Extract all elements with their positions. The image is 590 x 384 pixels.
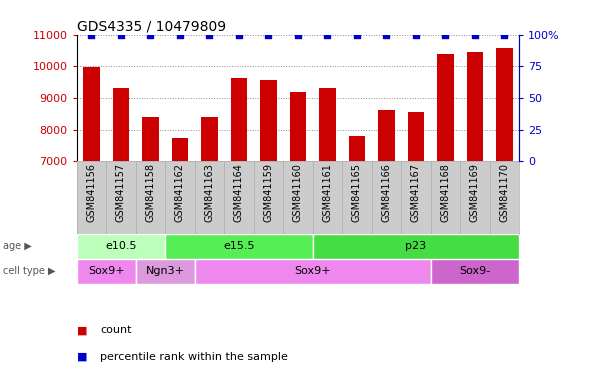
Point: [411, 31, 421, 38]
Text: GSM841168: GSM841168: [441, 163, 450, 222]
Point: [205, 31, 214, 38]
Point: [116, 31, 126, 38]
Bar: [290, 92, 306, 161]
Point: [87, 31, 96, 38]
Text: cell type ▶: cell type ▶: [3, 266, 55, 276]
Text: ■: ■: [77, 352, 91, 362]
Bar: [431, 259, 519, 284]
Bar: [201, 118, 218, 161]
Point: [234, 31, 244, 38]
Bar: [496, 48, 513, 161]
Bar: [142, 118, 159, 161]
Text: ■: ■: [77, 325, 91, 335]
Text: Sox9-: Sox9-: [460, 266, 490, 276]
Bar: [195, 259, 431, 284]
Text: percentile rank within the sample: percentile rank within the sample: [100, 352, 288, 362]
Bar: [378, 110, 395, 161]
Text: Sox9+: Sox9+: [88, 266, 124, 276]
Text: GSM841164: GSM841164: [234, 163, 244, 222]
Bar: [77, 259, 136, 284]
Bar: [113, 88, 129, 161]
Point: [382, 31, 391, 38]
Text: GSM841167: GSM841167: [411, 163, 421, 222]
Point: [441, 31, 450, 38]
Text: GSM841169: GSM841169: [470, 163, 480, 222]
Bar: [467, 52, 483, 161]
Point: [323, 31, 332, 38]
Text: GSM841157: GSM841157: [116, 163, 126, 222]
Text: GSM841156: GSM841156: [87, 163, 96, 222]
Bar: [319, 88, 336, 161]
Text: GSM841166: GSM841166: [382, 163, 391, 222]
Text: GSM841165: GSM841165: [352, 163, 362, 222]
Text: GSM841162: GSM841162: [175, 163, 185, 222]
Text: Sox9+: Sox9+: [294, 266, 331, 276]
Point: [500, 31, 509, 38]
Bar: [231, 78, 247, 161]
Text: count: count: [100, 325, 132, 335]
Text: GSM841158: GSM841158: [146, 163, 155, 222]
Bar: [437, 54, 454, 161]
Text: GSM841170: GSM841170: [500, 163, 509, 222]
Bar: [349, 136, 365, 161]
Bar: [77, 233, 165, 259]
Point: [470, 31, 480, 38]
Text: age ▶: age ▶: [3, 241, 32, 251]
Text: GDS4335 / 10479809: GDS4335 / 10479809: [77, 20, 226, 33]
Point: [264, 31, 273, 38]
Point: [293, 31, 303, 38]
Text: p23: p23: [405, 241, 427, 251]
Bar: [83, 67, 100, 161]
Point: [175, 31, 185, 38]
Text: e15.5: e15.5: [223, 241, 255, 251]
Point: [146, 31, 155, 38]
Bar: [260, 79, 277, 161]
Text: GSM841163: GSM841163: [205, 163, 214, 222]
Point: [352, 31, 362, 38]
Text: Ngn3+: Ngn3+: [146, 266, 185, 276]
Bar: [136, 259, 195, 284]
Text: GSM841160: GSM841160: [293, 163, 303, 222]
Text: GSM841159: GSM841159: [264, 163, 273, 222]
Bar: [165, 233, 313, 259]
Bar: [172, 138, 188, 161]
Bar: [313, 233, 519, 259]
Text: e10.5: e10.5: [105, 241, 137, 251]
Text: GSM841161: GSM841161: [323, 163, 332, 222]
Bar: [408, 112, 424, 161]
